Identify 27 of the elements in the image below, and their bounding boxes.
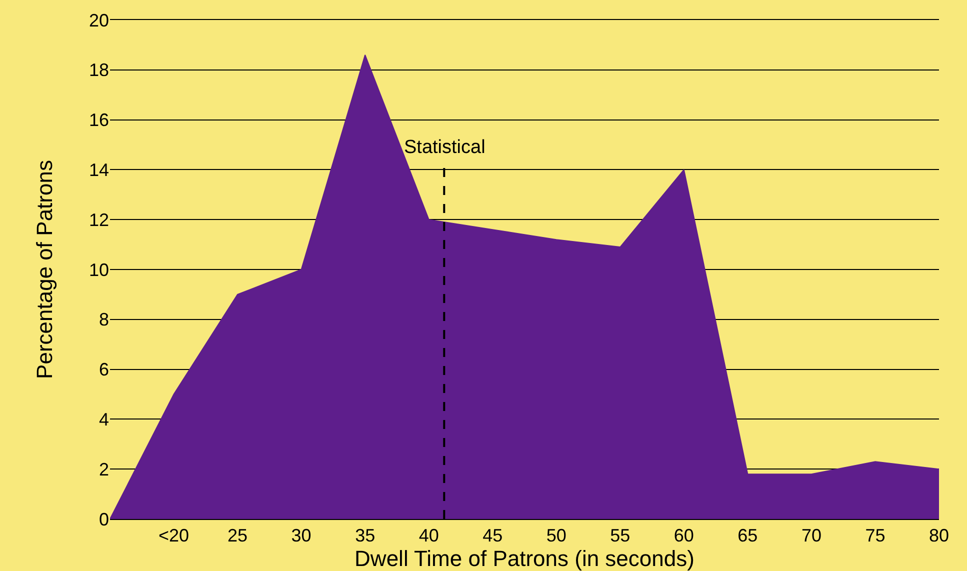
x-axis-title: Dwell Time of Patrons (in seconds) — [354, 546, 694, 571]
y-tick-label: 10 — [88, 260, 109, 280]
y-tick-label: 8 — [98, 310, 109, 330]
x-tick-label: 30 — [291, 526, 312, 546]
y-tick-label: 4 — [98, 410, 109, 430]
x-tick-label: 65 — [738, 526, 758, 546]
x-tick-label: 55 — [610, 526, 630, 546]
y-tick-label: 14 — [88, 160, 109, 180]
y-tick-label: 2 — [98, 459, 109, 480]
y-tick-label: 0 — [98, 509, 109, 530]
x-tick-label: 50 — [546, 526, 566, 546]
y-axis-title: Percentage of Patrons — [32, 160, 57, 379]
x-tick-label: 35 — [355, 526, 376, 546]
y-tick-label: 12 — [88, 210, 109, 230]
x-tick-label: 80 — [928, 526, 950, 546]
x-tick-label: 60 — [674, 526, 694, 546]
x-tick-label: 75 — [865, 526, 886, 546]
y-tick-label: 18 — [88, 60, 109, 80]
x-tick-label: <20 — [158, 526, 190, 546]
y-tick-label: 20 — [88, 10, 109, 30]
x-tick-label: 70 — [801, 526, 822, 546]
y-tick-label: 16 — [88, 110, 109, 130]
ref-line-label: Statistical — [404, 137, 486, 158]
x-tick-label: 40 — [418, 526, 439, 546]
x-tick-label: 45 — [482, 526, 503, 546]
y-tick-label: 6 — [98, 360, 109, 380]
x-tick-label: 25 — [228, 526, 248, 546]
